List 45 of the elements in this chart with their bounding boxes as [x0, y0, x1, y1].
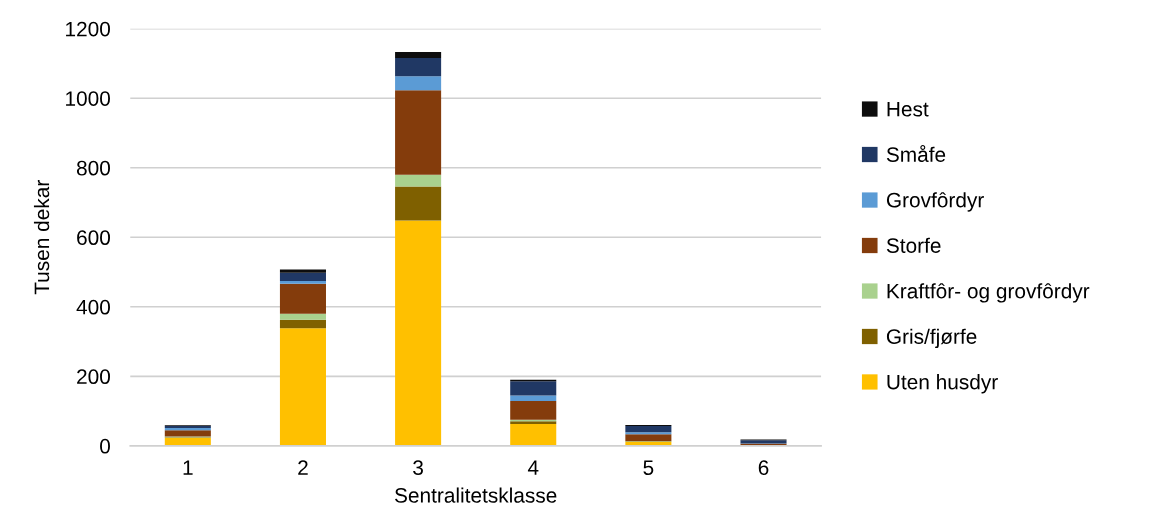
legend-label: Hest — [887, 101, 929, 117]
x-tick-label: 5 — [643, 460, 654, 476]
x-tick-label: 3 — [413, 460, 423, 476]
legend-label: Gris/fjørfe — [886, 328, 977, 349]
bar — [279, 272, 326, 282]
bar — [625, 434, 672, 441]
bar — [279, 319, 326, 329]
bar — [510, 381, 557, 396]
y-tick-label: 400 — [76, 299, 110, 315]
x-tick-label: 1 — [183, 460, 193, 475]
bar — [395, 76, 442, 91]
x-tick-label: 4 — [527, 460, 539, 475]
bar — [279, 269, 326, 273]
y-tick-label: 200 — [77, 369, 110, 385]
bar — [395, 90, 442, 175]
bar — [510, 395, 557, 401]
bar — [395, 174, 442, 187]
legend-label: Grovfôrdyr — [886, 192, 984, 212]
bar — [279, 313, 326, 320]
bar — [395, 57, 442, 77]
x-tick-label: 6 — [758, 460, 769, 476]
x-axis-title: Sentralitetsklasse — [394, 487, 557, 503]
bar — [279, 283, 326, 314]
bar — [625, 426, 672, 433]
bar — [395, 186, 442, 221]
bar — [279, 281, 326, 284]
bar — [625, 432, 672, 435]
bar — [395, 220, 442, 446]
y-tick-label: 600 — [77, 230, 110, 246]
y-axis-title: Tusen dekar — [33, 180, 50, 295]
y-tick-label: 0 — [100, 438, 110, 454]
x-tick-label: 2 — [298, 460, 308, 475]
y-tick-label: 800 — [76, 160, 110, 176]
bar — [164, 430, 211, 437]
bar — [510, 423, 557, 446]
y-tick-label: 1200 — [66, 21, 110, 37]
legend-label: Småfe — [886, 144, 946, 162]
legend-label: Uten husdyr — [887, 374, 998, 394]
bar — [395, 52, 442, 58]
legend-label: Kraftfôr- og grovfôrdyr — [887, 283, 1090, 303]
bar — [510, 400, 557, 420]
bar — [279, 328, 326, 446]
bar — [164, 437, 211, 446]
y-tick-label: 1000 — [66, 91, 110, 106]
legend-label: Storfe — [886, 237, 941, 253]
